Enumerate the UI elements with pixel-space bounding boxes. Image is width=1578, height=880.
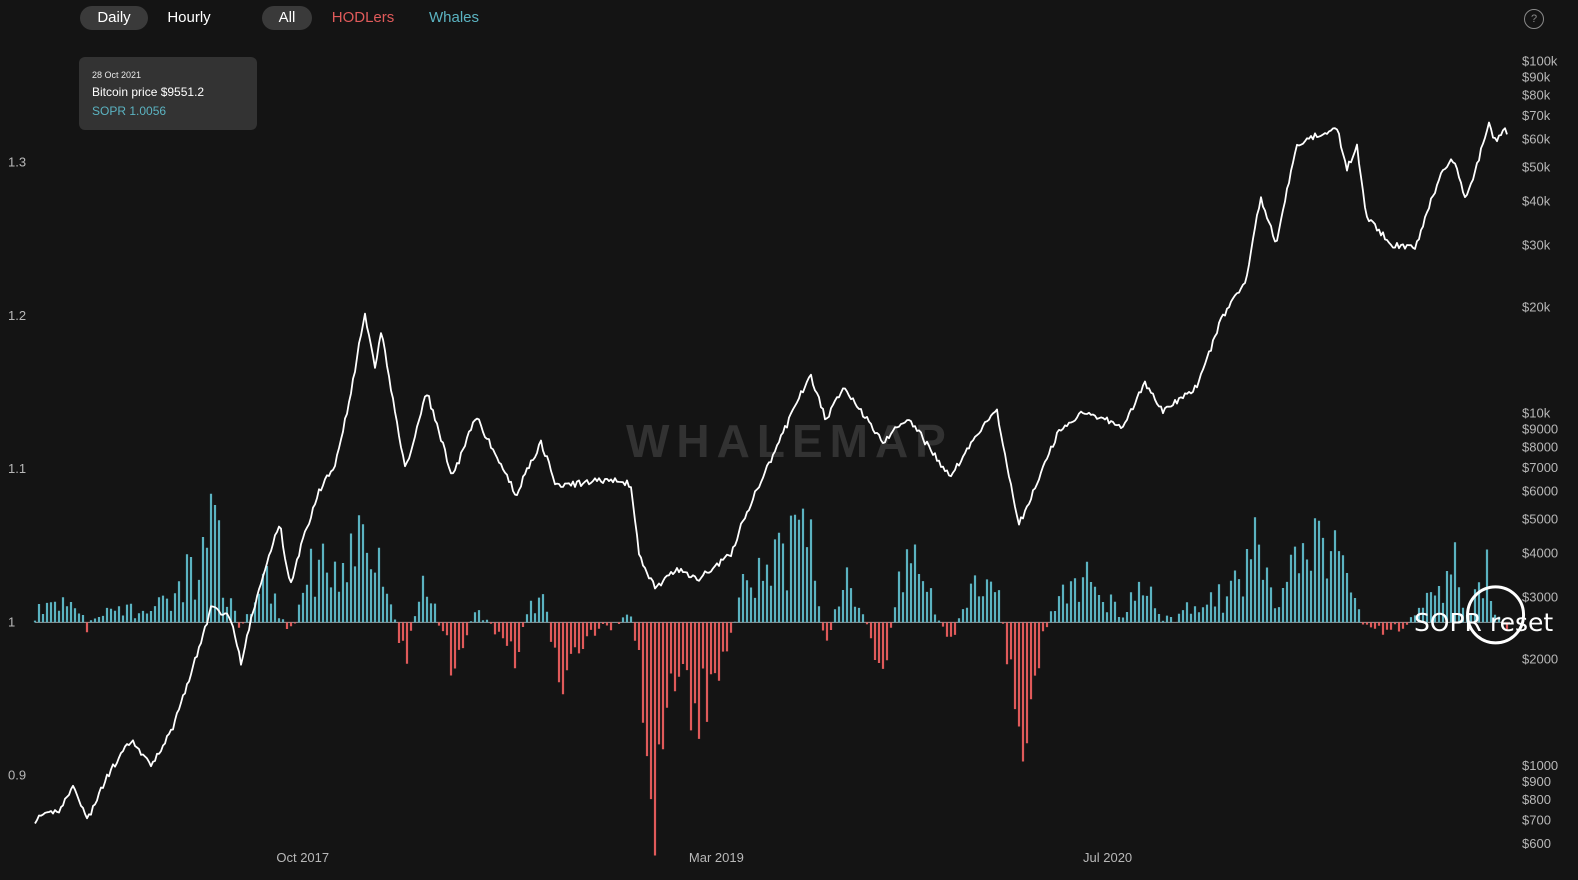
sopr-reset-label: SOPR reset — [1414, 608, 1553, 637]
right-tick-label: $800 — [1522, 792, 1551, 807]
sopr-above-bars — [33, 493, 1501, 623]
left-tick-label: 1.3 — [8, 155, 26, 170]
right-tick-label: $600 — [1522, 836, 1551, 851]
right-tick-label: $7000 — [1522, 460, 1558, 475]
x-tick-label: Jul 2020 — [1083, 850, 1132, 865]
right-tick-label: $4000 — [1522, 546, 1558, 561]
tooltip-sopr: SOPR 1.0056 — [92, 104, 167, 118]
right-tick-label: $1000 — [1522, 758, 1558, 773]
watermark: WHALEMAP — [626, 415, 953, 467]
sopr-reset-marker — [1466, 585, 1526, 645]
tooltip: 28 Oct 2021 Bitcoin price $9551.2 SOPR 1… — [79, 57, 257, 130]
x-tick-label: Mar 2019 — [689, 850, 744, 865]
price-series — [34, 121, 1508, 824]
right-tick-label: $2000 — [1522, 652, 1558, 667]
right-tick-label: $60k — [1522, 132, 1551, 147]
right-tick-label: $80k — [1522, 88, 1551, 103]
right-tick-label: $90k — [1522, 69, 1551, 84]
price-line-path — [34, 121, 1508, 824]
tooltip-price: Bitcoin price $9551.2 — [92, 85, 205, 99]
right-axis-labels: $100k$90k $80k $70k $60k $50k $40k $30k $20k $10… — [1522, 53, 1558, 851]
whales-filter-button[interactable]: Whales — [428, 9, 480, 26]
hodlers-filter-button[interactable]: HODLers — [331, 9, 395, 26]
right-tick-label: $30k — [1522, 238, 1551, 253]
left-tick-label: 1.1 — [8, 461, 26, 476]
right-tick-label: $5000 — [1522, 512, 1558, 527]
x-tick-label: Oct 2017 — [276, 850, 329, 865]
right-tick-label: $40k — [1522, 194, 1551, 209]
sopr-series — [33, 493, 1509, 856]
right-tick-label: $70k — [1522, 108, 1551, 123]
left-tick-label: 1.2 — [8, 308, 26, 323]
left-axis-labels: 1.3 1.2 1.1 1 0.9 — [8, 155, 26, 783]
right-tick-label: $700 — [1522, 812, 1551, 827]
right-tick-label: $6000 — [1522, 484, 1558, 499]
x-axis-labels: Oct 2017 Mar 2019 Jul 2020 — [276, 850, 1132, 865]
sopr-below-bars — [85, 622, 1509, 856]
help-icon[interactable]: ? — [1524, 9, 1544, 29]
right-tick-label: $9000 — [1522, 422, 1558, 437]
left-tick-label: 0.9 — [8, 768, 26, 783]
right-tick-label: $3000 — [1522, 590, 1558, 605]
all-filter-button[interactable]: All — [262, 6, 312, 30]
right-tick-label: $100k — [1522, 53, 1558, 68]
right-tick-label: $20k — [1522, 300, 1551, 315]
left-tick-label: 1 — [8, 614, 15, 629]
right-tick-label: $8000 — [1522, 440, 1558, 455]
right-tick-label: $10k — [1522, 406, 1551, 421]
daily-button[interactable]: Daily — [80, 6, 148, 30]
right-tick-label: $50k — [1522, 159, 1551, 174]
tooltip-date: 28 Oct 2021 — [92, 70, 142, 80]
right-tick-label: $900 — [1522, 774, 1551, 789]
hourly-button[interactable]: Hourly — [167, 9, 211, 26]
